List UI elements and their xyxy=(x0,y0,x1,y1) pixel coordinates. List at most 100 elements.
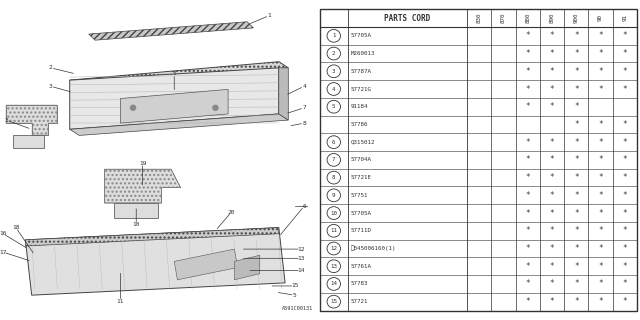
Text: 57705A: 57705A xyxy=(351,33,372,38)
Polygon shape xyxy=(70,62,288,86)
Text: *: * xyxy=(550,84,554,93)
Text: *: * xyxy=(598,84,603,93)
Text: 1: 1 xyxy=(332,33,335,38)
Text: *: * xyxy=(598,262,603,271)
Text: 12: 12 xyxy=(330,246,337,251)
Text: *: * xyxy=(550,297,554,306)
Text: *: * xyxy=(574,156,579,164)
Text: 13: 13 xyxy=(330,264,337,269)
Text: *: * xyxy=(525,297,530,306)
Text: 6: 6 xyxy=(302,204,306,209)
Polygon shape xyxy=(70,114,288,135)
Text: 10: 10 xyxy=(330,211,337,216)
Text: 5: 5 xyxy=(332,104,335,109)
Text: *: * xyxy=(574,262,579,271)
Text: *: * xyxy=(550,226,554,235)
Text: 11: 11 xyxy=(116,299,124,304)
Text: *: * xyxy=(598,173,603,182)
Text: *: * xyxy=(525,67,530,76)
Text: *: * xyxy=(525,156,530,164)
Text: 14: 14 xyxy=(330,282,337,286)
Text: 3: 3 xyxy=(332,69,335,74)
Polygon shape xyxy=(104,169,180,203)
Text: 7: 7 xyxy=(332,157,335,162)
Text: 830: 830 xyxy=(477,12,482,23)
Text: 12: 12 xyxy=(297,247,305,252)
Text: *: * xyxy=(574,67,579,76)
Polygon shape xyxy=(120,89,228,123)
Text: *: * xyxy=(622,31,627,40)
Text: 57761A: 57761A xyxy=(351,264,372,269)
Text: 17: 17 xyxy=(0,250,7,255)
Text: *: * xyxy=(622,191,627,200)
Text: 890: 890 xyxy=(549,12,554,23)
Text: *: * xyxy=(550,244,554,253)
Text: 57704A: 57704A xyxy=(351,157,372,162)
Text: *: * xyxy=(550,262,554,271)
Text: *: * xyxy=(598,156,603,164)
Text: 57783: 57783 xyxy=(351,282,368,286)
Text: *: * xyxy=(525,244,530,253)
Text: *: * xyxy=(574,297,579,306)
Text: *: * xyxy=(574,244,579,253)
Text: *: * xyxy=(525,102,530,111)
Text: *: * xyxy=(598,31,603,40)
Text: 880: 880 xyxy=(525,12,530,23)
Polygon shape xyxy=(26,228,285,295)
Text: 18: 18 xyxy=(12,225,20,230)
Text: *: * xyxy=(622,67,627,76)
Text: 8: 8 xyxy=(332,175,335,180)
Text: 900: 900 xyxy=(573,12,579,23)
Text: *: * xyxy=(550,138,554,147)
Text: *: * xyxy=(598,226,603,235)
Text: *: * xyxy=(574,138,579,147)
Text: 9: 9 xyxy=(332,193,335,198)
Text: 7: 7 xyxy=(302,105,306,110)
Text: 57721E: 57721E xyxy=(351,175,372,180)
Text: *: * xyxy=(525,209,530,218)
Text: 2: 2 xyxy=(49,65,52,70)
Text: *: * xyxy=(622,262,627,271)
Text: *: * xyxy=(598,67,603,76)
Text: *: * xyxy=(550,67,554,76)
Text: *: * xyxy=(622,279,627,288)
Text: *: * xyxy=(525,49,530,58)
Text: *: * xyxy=(598,120,603,129)
Text: 19: 19 xyxy=(139,161,147,165)
Text: Q315012: Q315012 xyxy=(351,140,375,145)
Text: *: * xyxy=(622,173,627,182)
Text: 16: 16 xyxy=(0,231,7,236)
Text: *: * xyxy=(574,31,579,40)
Circle shape xyxy=(131,105,136,110)
Text: 11: 11 xyxy=(330,228,337,233)
Text: *: * xyxy=(598,297,603,306)
Text: 91: 91 xyxy=(622,14,627,21)
Text: *: * xyxy=(622,244,627,253)
Text: *: * xyxy=(525,262,530,271)
Text: *: * xyxy=(525,226,530,235)
Polygon shape xyxy=(6,105,57,135)
Text: *: * xyxy=(622,226,627,235)
Text: 57721G: 57721G xyxy=(351,86,372,92)
Text: 2: 2 xyxy=(332,51,335,56)
Polygon shape xyxy=(70,68,279,129)
Text: *: * xyxy=(525,279,530,288)
Text: 10: 10 xyxy=(132,222,140,227)
Text: 20: 20 xyxy=(227,210,235,215)
Polygon shape xyxy=(89,22,253,40)
Text: *: * xyxy=(574,102,579,111)
Text: *: * xyxy=(574,49,579,58)
Text: 4: 4 xyxy=(332,86,335,92)
Text: 6: 6 xyxy=(332,140,335,145)
Circle shape xyxy=(213,105,218,110)
Text: *: * xyxy=(574,226,579,235)
Text: *: * xyxy=(622,49,627,58)
Text: *: * xyxy=(550,31,554,40)
Polygon shape xyxy=(234,255,260,280)
Text: 870: 870 xyxy=(501,12,506,23)
Text: 14: 14 xyxy=(297,268,305,273)
Text: PARTS CORD: PARTS CORD xyxy=(384,14,431,23)
Text: *: * xyxy=(598,138,603,147)
Text: *: * xyxy=(598,279,603,288)
Text: 8: 8 xyxy=(302,121,306,126)
